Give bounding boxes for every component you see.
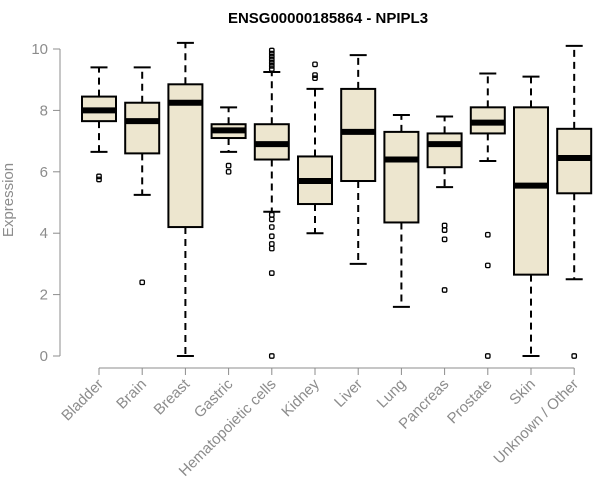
iqr-box — [383, 130, 420, 224]
outlier-point — [268, 245, 275, 252]
iqr-box — [167, 83, 204, 229]
outlier-point — [312, 72, 318, 78]
box-group — [469, 72, 506, 359]
outlier-point — [441, 236, 448, 243]
outlier-point — [268, 56, 275, 63]
x-tick-label: Lung — [374, 376, 410, 412]
x-tick-label: Breast — [151, 375, 194, 418]
x-tick-label: Brain — [113, 376, 150, 413]
outlier-point — [268, 233, 275, 240]
boxes — [81, 41, 593, 359]
iqr-box — [513, 106, 549, 276]
box-group — [253, 47, 290, 359]
outlier-point — [441, 222, 448, 229]
iqr-box — [426, 132, 463, 169]
outlier-point — [268, 270, 275, 276]
outlier-point — [268, 66, 275, 72]
outlier-point — [312, 75, 318, 82]
outlier-point — [312, 61, 318, 68]
y-axis-label: Expression — [0, 163, 17, 237]
y-axis: 0 2 4 6 8 10 — [31, 41, 61, 365]
x-tick-label: Prostate — [444, 376, 496, 428]
y-tick-label: 6 — [40, 164, 48, 181]
outlier-point — [268, 216, 275, 223]
outlier-point — [268, 53, 275, 60]
chart-title: ENSG00000185864 - NPIPL3 — [228, 10, 428, 27]
box-group — [426, 115, 463, 293]
x-tick-label: Kidney — [278, 375, 323, 420]
outlier-point — [484, 231, 491, 238]
outlier-point — [268, 211, 275, 218]
outlier-point — [96, 173, 102, 180]
x-tick-label: Skin — [506, 376, 539, 409]
box-group — [556, 44, 593, 359]
box-group — [167, 41, 204, 357]
iqr-box — [340, 87, 377, 183]
y-tick-label: 0 — [40, 348, 48, 365]
outlier-point — [225, 162, 232, 169]
outlier-point — [268, 353, 275, 359]
iqr-box — [556, 127, 593, 195]
box-group — [297, 61, 333, 235]
outlier-point — [441, 227, 448, 233]
outlier-point — [571, 353, 578, 359]
box-group — [210, 106, 247, 175]
y-tick-label: 4 — [40, 225, 48, 242]
outlier-point — [268, 50, 275, 57]
y-tick-label: 10 — [31, 41, 48, 58]
outlier-point — [484, 353, 491, 359]
y-tick-label: 2 — [40, 287, 48, 304]
box-group — [340, 54, 377, 265]
box-group — [81, 66, 117, 183]
outlier-point — [484, 262, 491, 269]
outlier-point — [268, 224, 275, 230]
iqr-box — [124, 101, 161, 155]
box-group — [124, 66, 161, 286]
outlier-point — [268, 59, 275, 66]
outlier-point — [225, 168, 232, 175]
outlier-point — [268, 241, 275, 247]
y-tick-label: 8 — [40, 102, 48, 119]
outlier-point — [268, 63, 275, 69]
outlier-point — [96, 176, 102, 183]
x-tick-label: Liver — [331, 376, 366, 411]
outlier-point — [139, 279, 146, 286]
x-tick-label: Bladder — [58, 376, 107, 425]
outlier-point — [268, 47, 275, 54]
box-group — [513, 75, 549, 357]
box-group — [383, 114, 420, 308]
outlier-point — [441, 287, 448, 293]
